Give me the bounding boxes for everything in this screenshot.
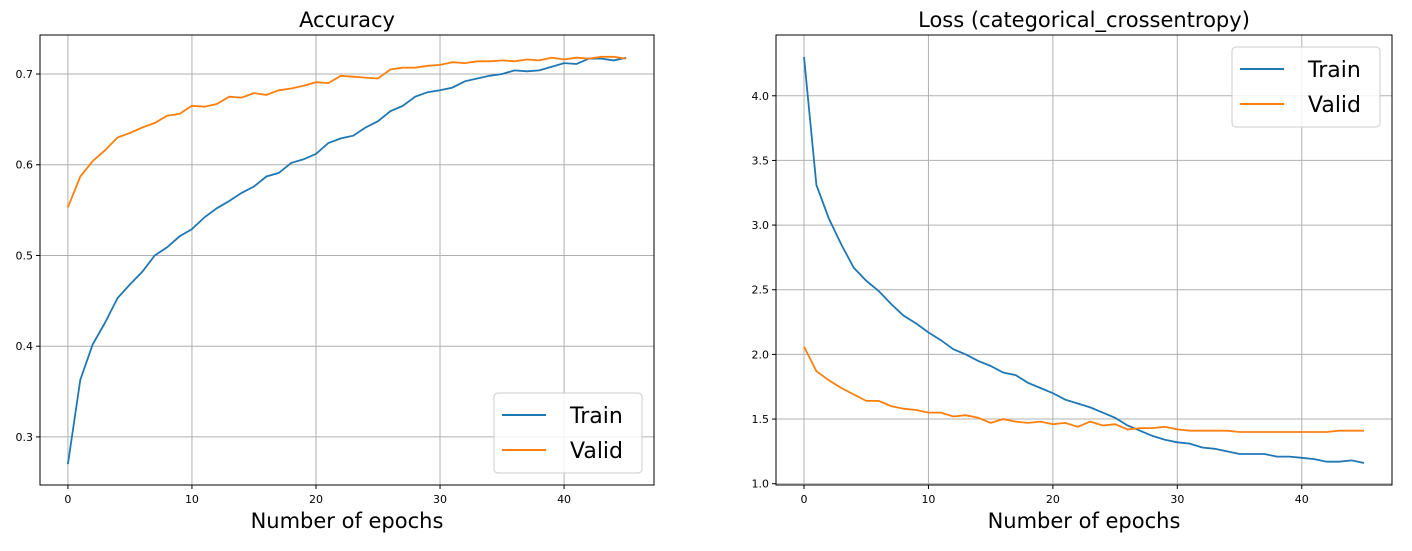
x-axis-label: Number of epochs: [251, 509, 444, 533]
y-tick-label: 3.5: [752, 154, 770, 167]
x-tick-label: 40: [557, 493, 571, 506]
legend-box: [1231, 46, 1381, 128]
series-line-valid: [803, 346, 1364, 433]
legend-label: Train: [1307, 58, 1361, 83]
y-tick-label: 0.6: [16, 159, 34, 172]
legend-label: Valid: [570, 439, 623, 464]
x-axis-label: Number of epochs: [988, 509, 1181, 533]
legend-box: [493, 392, 643, 474]
x-tick-label: 30: [433, 493, 447, 506]
plot-frame: [39, 34, 655, 486]
x-tick-label: 10: [185, 493, 199, 506]
x-tick-label: 30: [1170, 493, 1184, 506]
chart-0: 0 10 20 30 40 0.3 0.4 0.5 0.6 0.7 Accuracy Number o…: [16, 8, 655, 533]
y-tick-label: 0.4: [16, 340, 34, 353]
series-line-valid: [67, 55, 627, 208]
y-tick-label: 2.0: [752, 348, 770, 361]
chart-1: 0 10 20 30 40 1.0 1.5 2.0 2.5 3.0 3.5 4.0 Loss (cate…: [752, 8, 1393, 533]
series-line-train: [803, 56, 1365, 464]
chart-title: Loss (categorical_crossentropy): [918, 8, 1250, 33]
x-tick-label: 40: [1295, 493, 1309, 506]
y-tick-label: 1.0: [752, 478, 770, 491]
legend: Train Valid: [493, 392, 643, 474]
legend: Train Valid: [1231, 46, 1381, 128]
plot-frame: [775, 34, 1393, 486]
chart-title: Accuracy: [299, 8, 395, 32]
y-tick-label: 0.5: [16, 249, 34, 262]
y-tick-label: 4.0: [752, 90, 770, 103]
series-line-train: [67, 56, 627, 465]
y-tick-label: 3.0: [752, 219, 770, 232]
x-tick-label: 20: [309, 493, 323, 506]
legend-label: Valid: [1308, 93, 1361, 118]
x-tick-label: 20: [1046, 493, 1060, 506]
y-tick-label: 2.5: [752, 284, 770, 297]
x-tick-label: 10: [921, 493, 935, 506]
x-tick-label: 0: [801, 493, 808, 506]
y-tick-label: 0.7: [16, 68, 34, 81]
x-tick-label: 0: [64, 493, 71, 506]
y-tick-label: 1.5: [752, 413, 770, 426]
y-tick-label: 0.3: [16, 431, 34, 444]
legend-label: Train: [569, 404, 623, 429]
